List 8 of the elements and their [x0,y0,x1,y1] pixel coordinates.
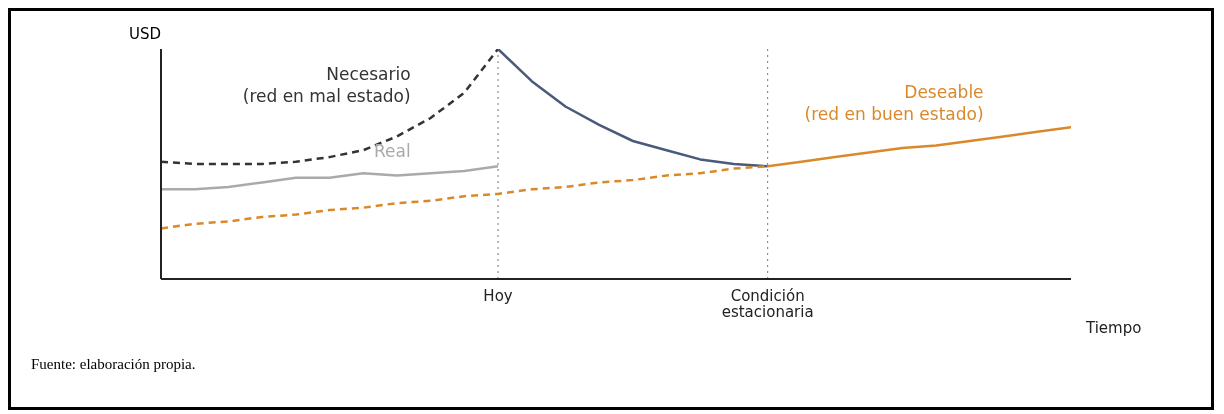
series-label: Deseable (red en buen estado) [804,82,984,125]
x-axis-title: Tiempo [1085,319,1142,338]
x-tick-label: Condición estacionaria [721,287,814,321]
x-tick-label: Hoy [483,287,513,305]
source-note: Fuente: elaboración propia. [31,356,196,373]
series-label: Real [373,141,411,162]
series-label: Necesario (red en mal estado) [242,64,411,106]
y-axis-title: USD [129,25,162,43]
